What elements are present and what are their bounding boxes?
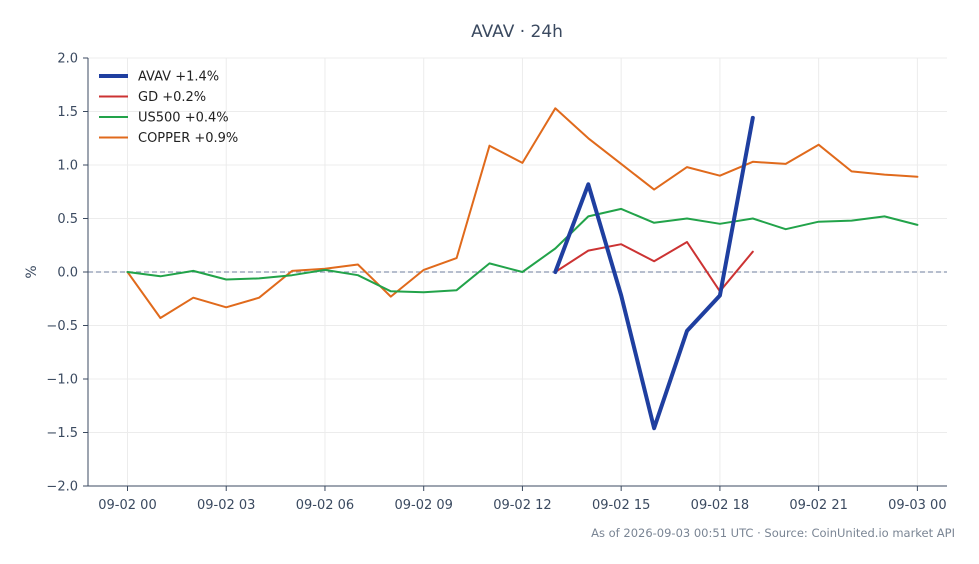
y-axis-label: % bbox=[24, 265, 40, 278]
x-tick-label-2: 09-02 06 bbox=[296, 498, 354, 513]
series-line-2 bbox=[126, 207, 919, 294]
y-tick-label-2: 1.0 bbox=[57, 159, 78, 174]
y-tick-label-4: 0.0 bbox=[57, 266, 78, 281]
y-tick-label-7: −1.5 bbox=[46, 426, 78, 441]
x-tick-label-5: 09-02 15 bbox=[592, 498, 650, 513]
y-tick-label-0: 2.0 bbox=[57, 52, 78, 67]
legend-label-2: US500 +0.4% bbox=[138, 111, 229, 126]
x-axis-ticks: 09-02 00 09-02 03 09-02 06 09-02 09 09-02 12… bbox=[98, 486, 947, 513]
x-tick-label-4: 09-02 12 bbox=[493, 498, 551, 513]
legend-label-0: AVAV +1.4% bbox=[138, 70, 219, 85]
x-tick-label-8: 09-03 00 bbox=[888, 498, 946, 513]
x-tick-label-7: 09-02 21 bbox=[789, 498, 847, 513]
chart-title: AVAV · 24h bbox=[471, 22, 563, 42]
x-tick-label-6: 09-02 18 bbox=[691, 498, 749, 513]
series-line-3 bbox=[126, 107, 919, 319]
footer-source: As of 2026-09-03 00:51 UTC · Source: Coi… bbox=[591, 526, 955, 540]
y-tick-label-3: 0.5 bbox=[57, 212, 78, 227]
y-tick-label-5: −0.5 bbox=[46, 319, 78, 334]
x-tick-label-3: 09-02 09 bbox=[394, 498, 452, 513]
legend-label-3: COPPER +0.9% bbox=[138, 131, 238, 146]
y-tick-label-1: 1.5 bbox=[57, 105, 78, 120]
x-tick-label-1: 09-02 03 bbox=[197, 498, 255, 513]
legend: AVAV +1.4% GD +0.2% US500 +0.4% COPPER +0.9… bbox=[99, 70, 238, 146]
x-tick-label-0: 09-02 00 bbox=[98, 498, 156, 513]
series bbox=[126, 107, 919, 431]
legend-label-1: GD +0.2% bbox=[138, 90, 206, 105]
y-tick-label-6: −1.0 bbox=[46, 373, 78, 388]
series-line-0 bbox=[553, 115, 755, 431]
y-tick-label-8: −2.0 bbox=[46, 480, 78, 495]
y-axis-ticks: 2.0 1.5 1.0 0.5 0.0 −0.5 −1.0 −1.5 −2.0 bbox=[46, 52, 88, 495]
